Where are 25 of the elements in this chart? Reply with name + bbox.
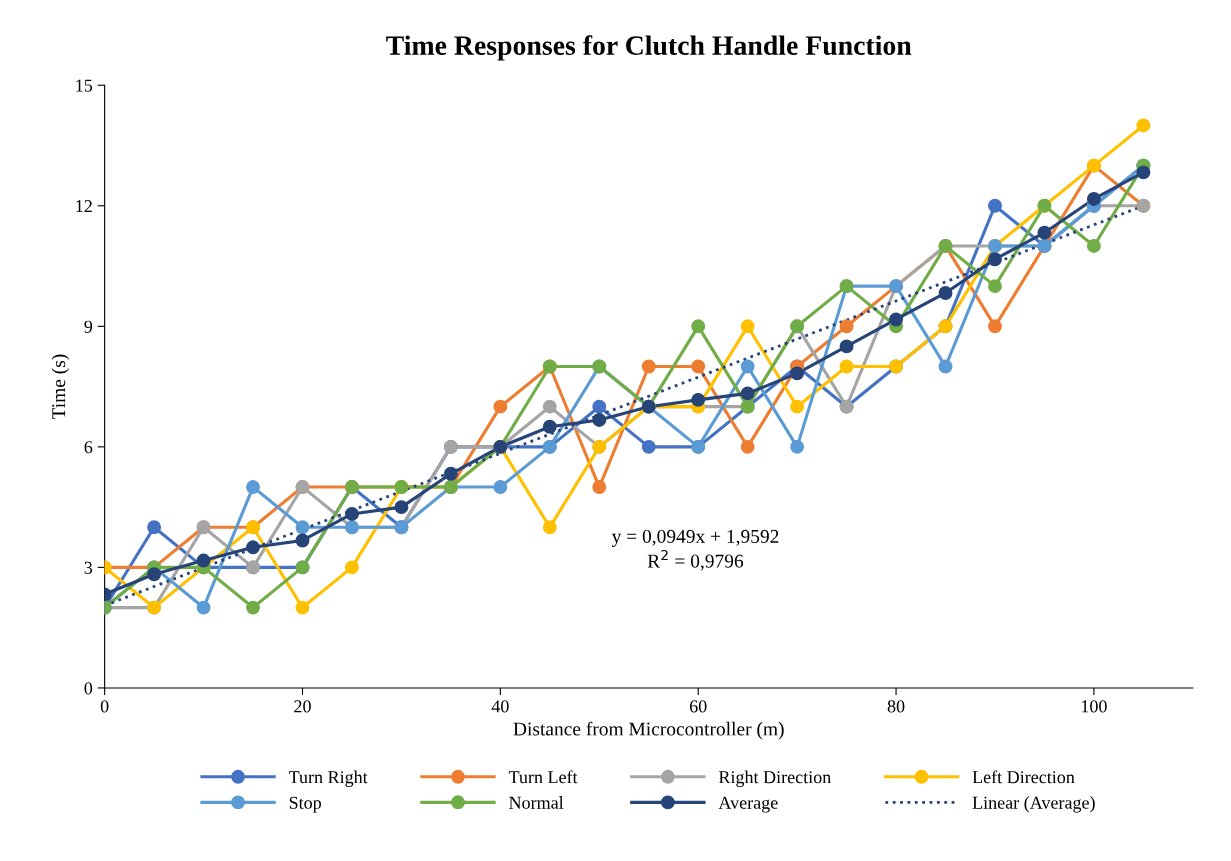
chart-title: Time Responses for Clutch Handle Function	[386, 35, 912, 61]
legend-label: Right Direction	[718, 770, 831, 788]
y-tick-label: 0	[84, 682, 93, 695]
legend-label: Left Direction	[972, 770, 1075, 784]
annotation: R$^{2}$ = 0,9796	[647, 549, 744, 571]
legend-label: Average	[718, 796, 778, 813]
legend-label: Normal	[509, 796, 564, 809]
legend-label: Stop	[289, 796, 321, 813]
y-tick-label: 15	[76, 79, 93, 92]
y-tick-label: 12	[76, 200, 92, 213]
x-tick-label: 20	[294, 700, 311, 713]
x-tick-label: 60	[689, 700, 707, 713]
annotation: y = 0,0949x + 1,9592	[611, 529, 779, 547]
y-tick-label: 3	[84, 561, 93, 574]
y-axis-title: Time (s)	[51, 354, 70, 420]
x-tick-label: 40	[491, 700, 509, 713]
x-tick-label: 100	[1081, 700, 1107, 713]
x-axis-title: Distance from Microcontroller (m)	[513, 721, 784, 740]
y-tick-label: 6	[84, 441, 93, 454]
legend-label: Turn Left	[508, 770, 578, 784]
x-tick-label: 0	[100, 700, 109, 713]
y-tick-label: 9	[84, 320, 93, 333]
legend-label: Linear (Average)	[972, 796, 1095, 813]
legend-label: Turn Right	[288, 770, 368, 788]
x-tick-label: 80	[887, 700, 905, 713]
